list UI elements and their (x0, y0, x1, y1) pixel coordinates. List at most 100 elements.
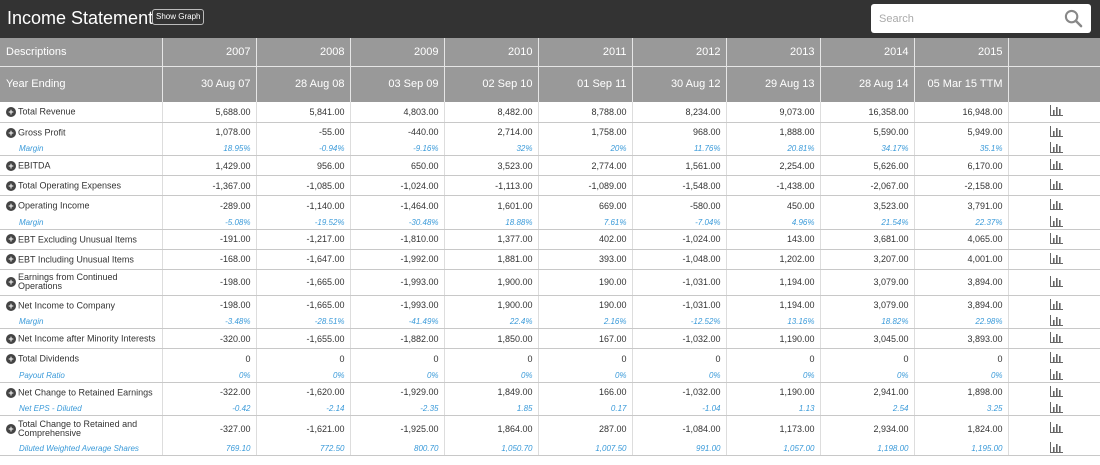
value-cell: 1,007.50 (538, 441, 633, 456)
expand-plus-icon[interactable]: + (6, 201, 16, 212)
chart-cell (1008, 328, 1100, 349)
subrow-label: Diluted Weighted Average Shares (0, 441, 163, 456)
value-cell: 0 (820, 348, 915, 369)
value-cell: 1,849.00 (444, 382, 539, 402)
expand-plus-icon[interactable]: + (6, 387, 16, 398)
row-description: + Net Income to Company (0, 295, 163, 315)
table-subrow: Diluted Weighted Average Shares 769.10 772… (0, 441, 1100, 456)
value-cell: -1,620.00 (256, 382, 351, 402)
value-cell: 1,888.00 (726, 122, 821, 142)
chart-cell (1008, 215, 1100, 230)
row-description: + Net Income after Minority Interests (0, 328, 163, 349)
value-cell: 0% (444, 368, 539, 383)
value-cell: -28.51% (256, 315, 351, 329)
value-cell: 1,198.00 (820, 441, 915, 456)
value-cell: -2,158.00 (914, 175, 1009, 196)
value-cell: 769.10 (162, 441, 257, 456)
value-cell: 16,948.00 (914, 102, 1009, 123)
value-cell: -19.52% (256, 215, 351, 230)
row-label: Net Change to Retained Earnings (18, 387, 153, 398)
value-cell: 20.81% (726, 142, 821, 156)
expand-plus-icon[interactable]: + (6, 127, 16, 138)
year-header: 2013 (726, 38, 821, 67)
value-cell: 0% (538, 368, 633, 383)
page-title: Income Statement (7, 8, 154, 28)
chart-cell (1008, 441, 1100, 456)
value-cell: -1,085.00 (256, 175, 351, 196)
value-cell: -41.49% (350, 315, 445, 329)
bar-chart-icon[interactable] (1049, 298, 1063, 312)
value-cell: 166.00 (538, 382, 633, 402)
expand-plus-icon[interactable]: + (6, 254, 16, 265)
row-description: + EBT Including Unusual Items (0, 249, 163, 270)
chart-cell (1008, 402, 1100, 416)
value-cell: -1,084.00 (632, 415, 727, 442)
bar-chart-icon[interactable] (1049, 142, 1063, 155)
value-cell: 1,057.00 (726, 441, 821, 456)
year-ending-date: 28 Aug 14 (820, 66, 915, 102)
chart-cell (1008, 142, 1100, 156)
value-cell: -9.16% (350, 142, 445, 156)
show-graph-button[interactable]: Show Graph (152, 9, 205, 25)
expand-plus-icon[interactable]: + (6, 160, 16, 171)
bar-chart-icon[interactable] (1049, 275, 1063, 289)
bar-chart-icon[interactable] (1049, 159, 1063, 172)
value-cell: 1,050.70 (444, 441, 539, 456)
expand-plus-icon[interactable]: + (6, 234, 16, 245)
chart-cell (1008, 315, 1100, 329)
row-label: Net Income after Minority Interests (18, 333, 156, 344)
bar-chart-icon[interactable] (1049, 402, 1063, 415)
expand-plus-icon[interactable]: + (6, 423, 16, 434)
row-description: + Gross Profit (0, 122, 163, 142)
chart-cell (1008, 122, 1100, 142)
table-row: + EBT Including Unusual Items -168.00 -1,64… (0, 249, 1100, 270)
value-cell: 8,788.00 (538, 102, 633, 123)
expand-plus-icon[interactable]: + (6, 300, 16, 311)
bar-chart-icon[interactable] (1049, 252, 1063, 266)
bar-chart-icon[interactable] (1049, 385, 1063, 399)
value-cell: 0 (914, 348, 1009, 369)
bar-chart-icon[interactable] (1049, 179, 1063, 192)
bar-chart-icon[interactable] (1049, 332, 1063, 345)
value-cell: -198.00 (162, 295, 257, 315)
bar-chart-icon[interactable] (1049, 232, 1063, 246)
value-cell: -1,367.00 (162, 175, 257, 196)
bar-chart-icon[interactable] (1049, 215, 1063, 229)
chart-cell (1008, 269, 1100, 296)
bar-chart-icon[interactable] (1049, 422, 1063, 435)
value-cell: 2,941.00 (820, 382, 915, 402)
value-cell: 1,194.00 (726, 269, 821, 296)
expand-plus-icon[interactable]: + (6, 354, 16, 365)
expand-plus-icon[interactable]: + (6, 107, 16, 118)
value-cell: 190.00 (538, 295, 633, 315)
value-cell: 22.37% (914, 215, 1009, 230)
table-row: + Operating Income -289.00 -1,140.00 -1,464.… (0, 195, 1100, 216)
bar-chart-icon[interactable] (1049, 125, 1063, 139)
value-cell: 11.76% (632, 142, 727, 156)
value-cell: -289.00 (162, 195, 257, 216)
value-cell: 1.85 (444, 402, 539, 416)
bar-chart-icon[interactable] (1049, 199, 1063, 212)
bar-chart-icon[interactable] (1049, 441, 1063, 455)
search-input[interactable] (871, 4, 1061, 33)
bar-chart-icon[interactable] (1049, 368, 1063, 382)
row-description-wrap: + EBT Including Unusual Items (6, 254, 134, 265)
search-icon[interactable] (1064, 9, 1083, 28)
expand-plus-icon[interactable]: + (6, 277, 16, 287)
bar-chart-icon[interactable] (1049, 315, 1063, 328)
value-cell: -1,993.00 (350, 269, 445, 296)
value-cell: 1,429.00 (162, 155, 257, 176)
bar-chart-icon[interactable] (1049, 105, 1063, 118)
value-cell: 6,170.00 (914, 155, 1009, 176)
header-row-year-ending: Year Ending 30 Aug 07 28 Aug 08 03 Sep 09 0… (0, 66, 1100, 102)
expand-plus-icon[interactable]: + (6, 333, 16, 344)
value-cell: -327.00 (162, 415, 257, 442)
row-description: + Total Revenue (0, 102, 163, 123)
bar-chart-icon[interactable] (1049, 352, 1063, 365)
value-cell: 0.17 (538, 402, 633, 416)
expand-plus-icon[interactable]: + (6, 180, 16, 191)
value-cell: 2,774.00 (538, 155, 633, 176)
table-row: + Total Revenue 5,688.00 5,841.00 4,803.00 8,… (0, 102, 1100, 123)
year-header: 2010 (444, 38, 539, 67)
value-cell: 1,900.00 (444, 269, 539, 296)
